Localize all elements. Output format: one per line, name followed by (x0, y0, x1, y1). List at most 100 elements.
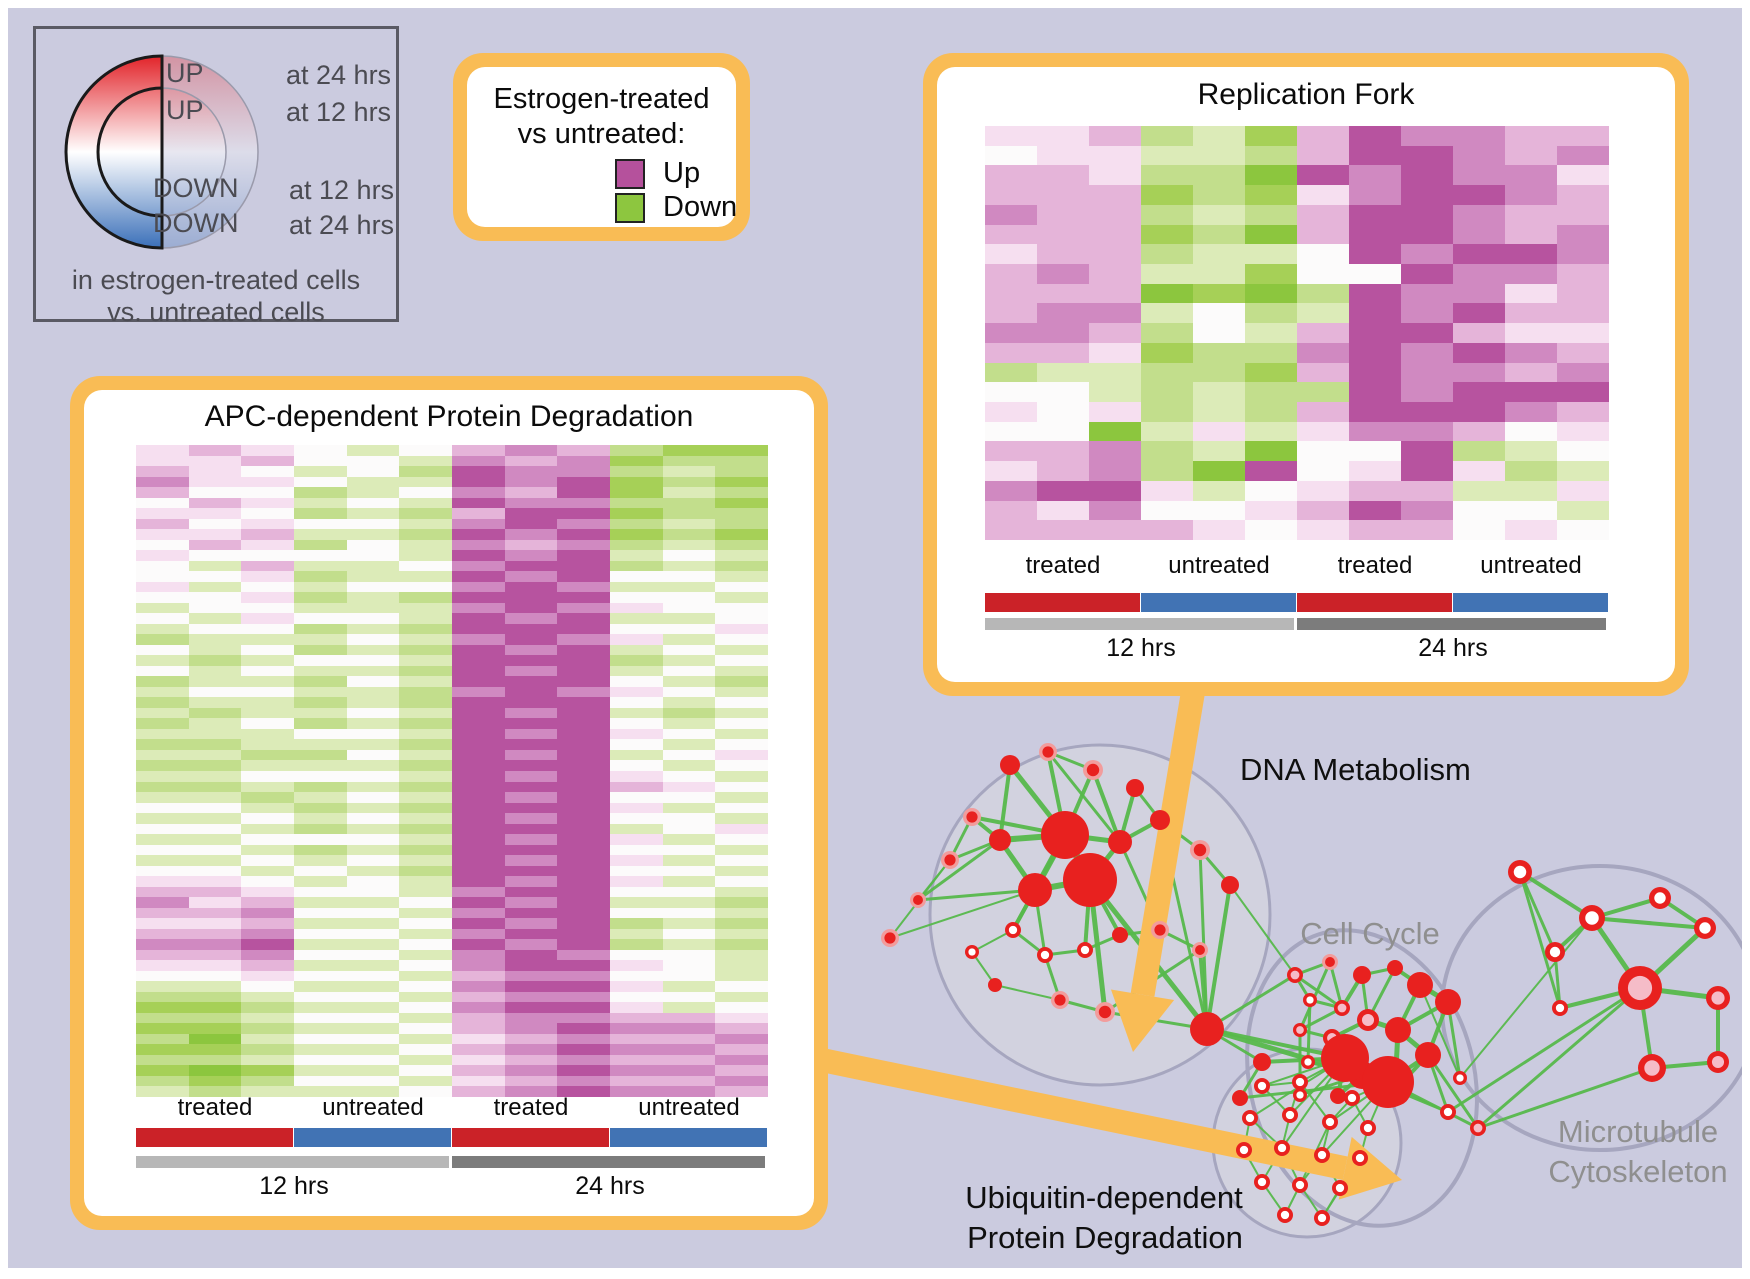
heatmap-cell (610, 1086, 663, 1097)
gene-node-core (1195, 945, 1205, 955)
group-label-untreated-24hrs: untreated (1480, 552, 1582, 579)
heatmap-cell (136, 991, 189, 1003)
heatmap-cell (399, 813, 452, 824)
heatmap-cell (1349, 461, 1401, 481)
heatmap-cell (346, 886, 400, 898)
network-edge (1426, 1054, 1480, 1129)
gene-node (1330, 1088, 1346, 1104)
heatmap-cell (662, 960, 716, 971)
heatmap-cell (1453, 283, 1505, 304)
heatmap-cell (346, 949, 400, 961)
heatmap-cell (1245, 500, 1297, 521)
heatmap-cell (452, 960, 505, 971)
heatmap-cell (188, 581, 242, 593)
heatmap-cell (294, 634, 347, 645)
gene-node-core (1699, 922, 1711, 934)
heatmap-cell (1297, 342, 1349, 363)
heatmap-cell (662, 970, 716, 982)
heatmap-cell (452, 823, 505, 835)
heatmap-cell (662, 497, 716, 509)
heatmap-cell (557, 550, 610, 561)
fold-at12-bottom: at 12 hrs (289, 175, 395, 205)
heatmap-cell (399, 739, 452, 750)
heatmap-cell (241, 844, 294, 856)
replication-fork-title: Replication Fork (1197, 78, 1415, 111)
heatmap-cell (1193, 323, 1245, 343)
heatmap-cell (452, 886, 505, 898)
gene-node (1063, 853, 1117, 907)
heatmap-cell (1401, 323, 1453, 343)
fold-down24-label: DOWN (153, 208, 239, 238)
heatmap-cell (1245, 323, 1297, 343)
heatmap-cell (504, 1075, 558, 1087)
heatmap-cell (188, 497, 242, 509)
heatmap-cell (1349, 303, 1401, 324)
heatmap-cell (715, 529, 768, 540)
heatmap-cell (1557, 323, 1609, 343)
heatmap-cell (504, 981, 558, 992)
treated-color-bar (452, 1128, 609, 1147)
heatmap-cell (188, 455, 242, 467)
heatmap-cell (136, 928, 189, 940)
group-label-untreated-24hrs: untreated (638, 1094, 740, 1121)
gene-node-core (1193, 843, 1207, 857)
heatmap-cell (399, 855, 452, 866)
heatmap-cell (610, 1065, 663, 1076)
heatmap-cell (241, 970, 294, 982)
heatmap-cell (504, 1023, 558, 1034)
network-edge (994, 984, 1061, 1001)
heatmap-cell (346, 728, 400, 740)
gene-node (1190, 1012, 1224, 1046)
heatmap-cell (294, 602, 347, 614)
heatmap-cell (1297, 283, 1349, 304)
heatmap-cell (346, 518, 400, 530)
heatmap-cell (610, 581, 663, 593)
heatmap-cell (188, 487, 242, 498)
heatmap-cell (662, 844, 716, 856)
heatmap-cell (188, 718, 242, 729)
heatmap-cell (294, 886, 347, 898)
arrow-shaft-apc-to-ubiquitin (819, 1048, 1348, 1181)
heatmap-cell (188, 697, 242, 708)
heatmap-cell (399, 665, 452, 677)
heatmap-cell (294, 707, 347, 719)
time-bar-24hrs (1297, 618, 1606, 630)
heatmap-cell (136, 686, 189, 698)
heatmap-cell (662, 602, 716, 614)
heatmap-cell (504, 949, 558, 961)
heatmap-cell (504, 634, 558, 645)
heatmap-cell (452, 1065, 505, 1076)
heatmap-cell (1349, 421, 1401, 442)
heatmap-cell (1401, 303, 1453, 324)
heatmap-cell (715, 1002, 768, 1013)
heatmap-cell (136, 834, 189, 845)
fold-caption-line1: in estrogen-treated cells (71, 265, 361, 295)
heatmap-cell (399, 581, 452, 593)
heatmap-cell (715, 771, 768, 782)
group-label-untreated-12hrs: untreated (322, 1094, 424, 1121)
gene-node-core (1296, 1091, 1304, 1099)
heatmap-cell (557, 560, 610, 572)
heatmap-cell (504, 876, 558, 887)
heatmap-cell (1453, 421, 1505, 442)
heatmap-cell (985, 165, 1037, 186)
heatmap-cell (241, 623, 294, 635)
heatmap-cell (241, 886, 294, 898)
network-edge (1419, 984, 1461, 1079)
gene-node-core (1355, 1153, 1365, 1163)
heatmap-cell (557, 613, 610, 624)
heatmap-cell (399, 1075, 452, 1087)
gene-node (988, 978, 1002, 992)
heatmap-cell (504, 855, 558, 866)
heatmap-cell (715, 697, 768, 708)
heatmap-cell (504, 676, 558, 687)
heatmap-cell (715, 466, 768, 477)
heatmap-cell (136, 970, 189, 982)
heatmap-cell (346, 1012, 400, 1024)
gene-node-core (1285, 1110, 1295, 1120)
apc-heatmap (136, 445, 768, 1097)
heatmap-cell (1297, 126, 1349, 146)
heatmap-cell (610, 707, 663, 719)
gene-node-core (1295, 1077, 1305, 1087)
heatmap-cell (346, 655, 400, 666)
